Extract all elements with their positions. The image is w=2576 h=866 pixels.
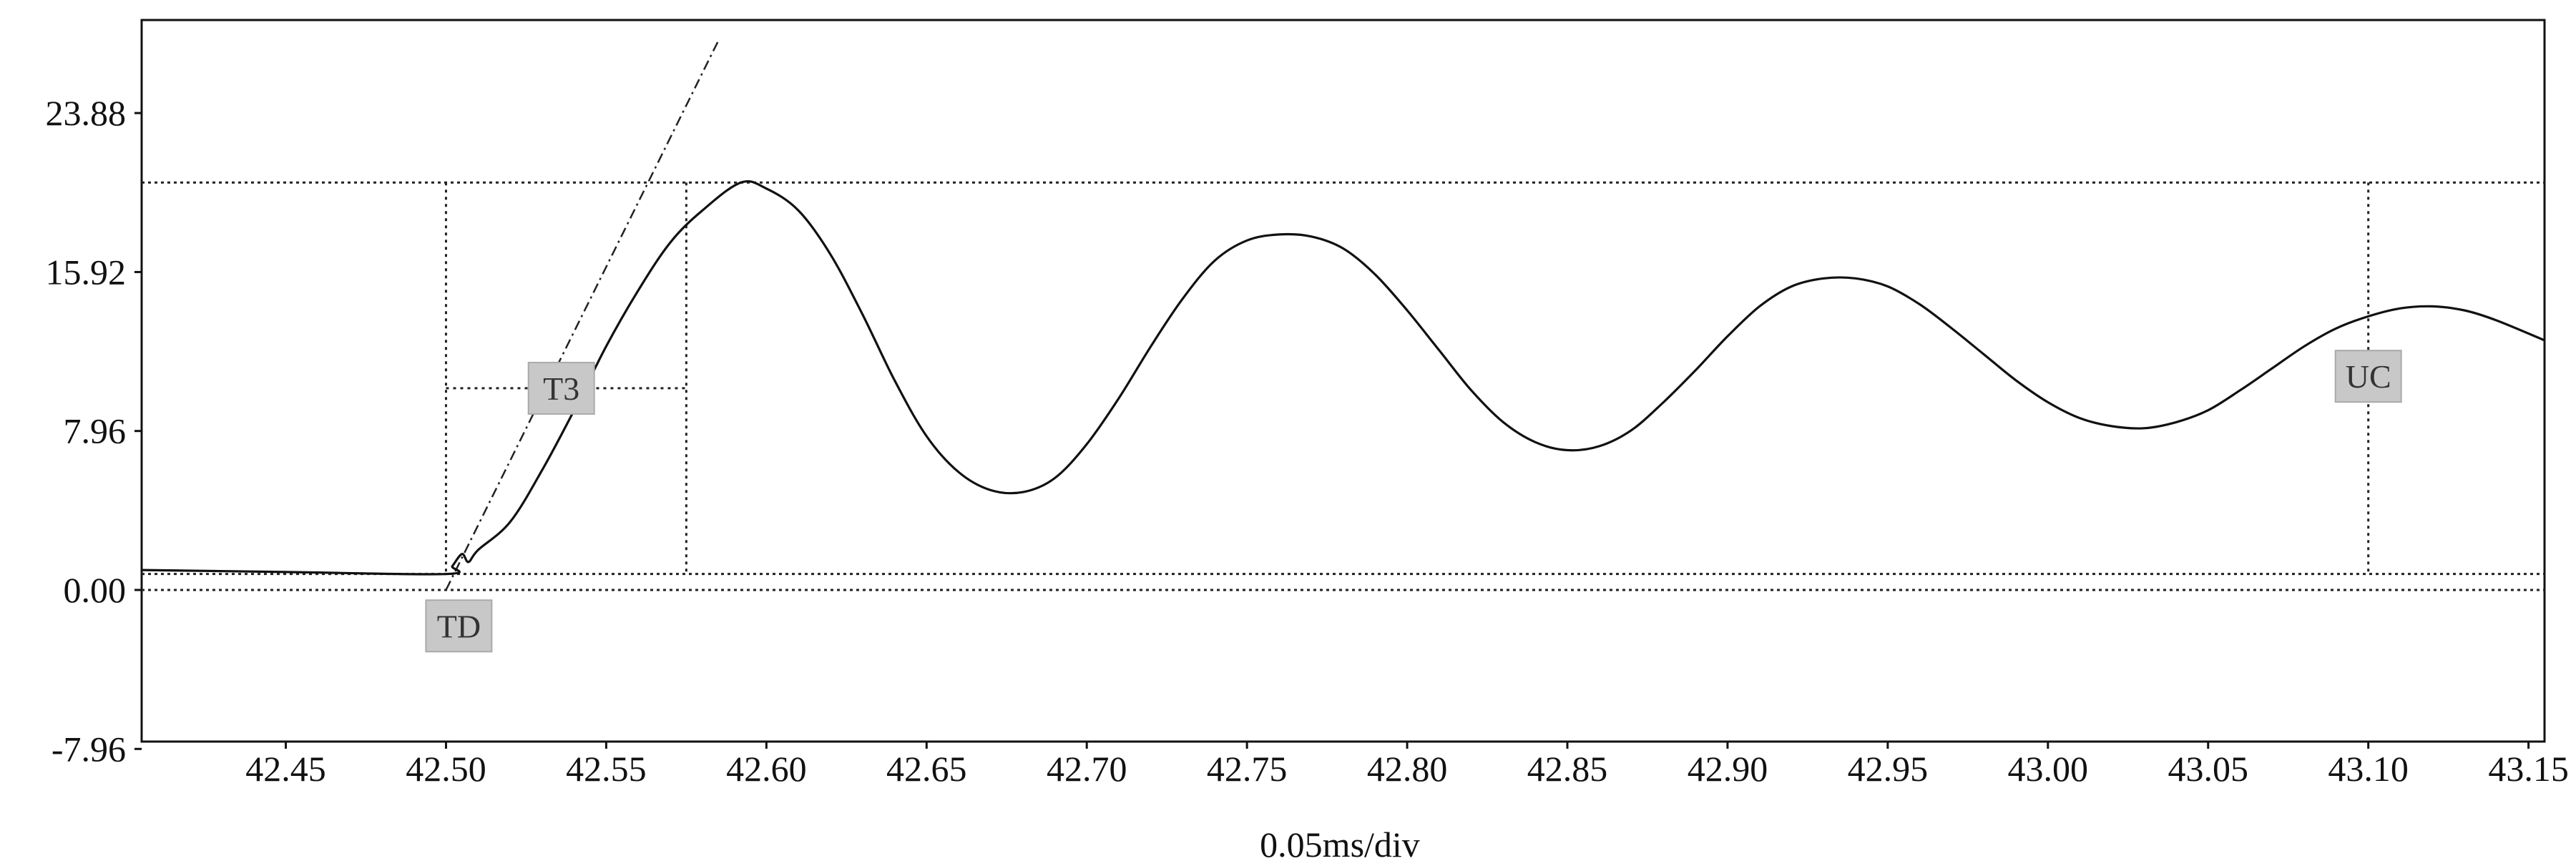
marker-td-label: TD — [437, 608, 481, 644]
y-tick-label: -7.96 — [52, 729, 126, 769]
y-tick-label: 23.88 — [46, 93, 127, 133]
y-tick-label: 7.96 — [64, 411, 127, 451]
x-tick-label: 42.95 — [1848, 749, 1929, 789]
reference-lines — [142, 40, 2545, 591]
axes — [134, 19, 2546, 750]
y-tick-label: 15.92 — [46, 252, 127, 292]
x-tick-label: 42.45 — [245, 749, 326, 789]
x-tick-label: 42.80 — [1367, 749, 1448, 789]
plot-frame — [140, 19, 2546, 743]
x-tick-label: 43.10 — [2328, 749, 2409, 789]
x-tick-label: 43.15 — [2488, 749, 2569, 789]
series-layer — [141, 179, 2545, 576]
labels-layer: 23.88 15.92 7.96 0.00 -7.96 42.45 42.50 42.55 42… — [46, 93, 2569, 789]
y-tick-label: 0.00 — [64, 570, 127, 610]
x-tick-label: 43.00 — [2008, 749, 2089, 789]
x-tick-label: 42.75 — [1207, 749, 1288, 789]
signal-line — [141, 179, 2545, 576]
marker-t3-box — [527, 361, 595, 415]
marker-td-box — [425, 599, 493, 653]
x-tick-label: 42.70 — [1047, 749, 1127, 789]
x-tick-label: 42.60 — [726, 749, 807, 789]
marker-uc-box — [2334, 350, 2402, 403]
x-tick-label: 43.05 — [2168, 749, 2248, 789]
marker-uc-label: UC — [2346, 358, 2391, 395]
x-tick-label: 42.90 — [1688, 749, 1768, 789]
tangent-line — [445, 40, 720, 591]
x-axis-label: 0.05ms/div — [1260, 825, 1420, 865]
x-tick-label: 42.65 — [886, 749, 967, 789]
x-tick-label: 42.85 — [1527, 749, 1608, 789]
marker-t3-label: T3 — [543, 370, 579, 407]
x-tick-label: 42.55 — [566, 749, 647, 789]
x-tick-label: 42.50 — [406, 749, 486, 789]
markers-layer: T3 TD UC — [425, 350, 2402, 653]
